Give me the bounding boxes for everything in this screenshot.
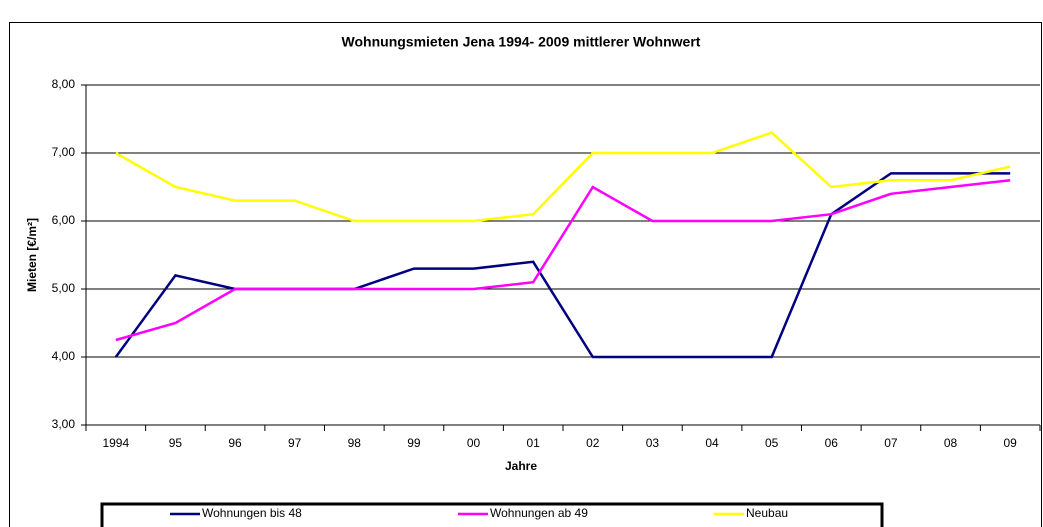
x-tick-label: 97: [288, 436, 302, 450]
x-tick-label: 05: [765, 436, 779, 450]
x-tick-label: 04: [705, 436, 719, 450]
y-tick-label: 7,00: [52, 145, 76, 159]
x-tick-label: 96: [228, 436, 242, 450]
x-tick-label: 98: [348, 436, 362, 450]
chart-border: [9, 22, 1042, 527]
x-axis-title: Jahre: [505, 459, 537, 473]
legend: [100, 502, 884, 527]
y-tick-label: 6,00: [52, 213, 76, 227]
series-line: [115, 131, 1011, 223]
x-tick-label: 09: [1004, 436, 1018, 450]
y-tick-label: 3,00: [52, 417, 76, 431]
x-tick-label: 03: [646, 436, 660, 450]
chart-title: Wohnungsmieten Jena 1994- 2009 mittlerer…: [342, 34, 701, 50]
legend-label: Neubau: [746, 506, 788, 520]
x-tick-label: 07: [884, 436, 898, 450]
x-tick-label: 01: [527, 436, 541, 450]
legend-label: Wohnungen ab 49: [490, 506, 588, 520]
y-axis-title: Mieten [€/m²]: [25, 218, 39, 292]
y-tick-label: 8,00: [52, 77, 76, 91]
y-tick-label: 4,00: [52, 349, 76, 363]
x-tick-label: 00: [467, 436, 481, 450]
x-tick-label: 1994: [102, 436, 129, 450]
legend-label: Wohnungen bis 48: [202, 506, 302, 520]
x-tick-label: 02: [586, 436, 600, 450]
x-tick-label: 08: [944, 436, 958, 450]
x-tick-label: 06: [825, 436, 839, 450]
x-tick-label: 99: [407, 436, 421, 450]
y-tick-label: 5,00: [52, 281, 76, 295]
x-tick-label: 95: [169, 436, 183, 450]
series-line: [115, 178, 1011, 342]
